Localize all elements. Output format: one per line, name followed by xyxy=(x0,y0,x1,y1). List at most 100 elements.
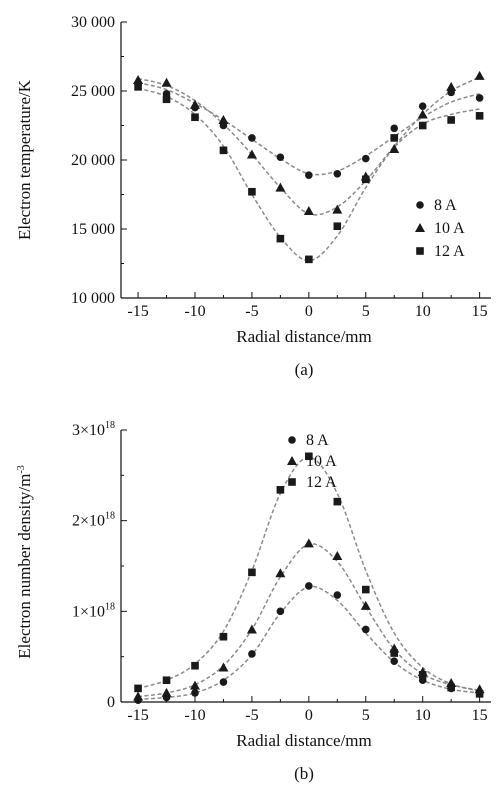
fit-curve-8a xyxy=(138,585,480,701)
x-tick-label: -5 xyxy=(245,707,258,724)
data-point-12a xyxy=(134,684,142,693)
data-point-8a xyxy=(191,689,199,697)
legend-marker-8a xyxy=(288,436,296,444)
data-point-12a xyxy=(162,95,171,104)
data-point-10a xyxy=(303,206,314,216)
legend-label-8a: 8 A xyxy=(306,432,329,449)
legend-marker-8a xyxy=(416,201,424,209)
legend-label-10a: 10 A xyxy=(306,453,337,470)
panel-a-caption: (a) xyxy=(295,360,314,379)
data-point-10a xyxy=(133,74,144,84)
data-point-10a xyxy=(275,568,286,578)
data-point-10a xyxy=(332,551,343,561)
y-tick-label: 25 000 xyxy=(71,83,115,100)
data-point-10a xyxy=(190,99,200,109)
y-tick-label: 3×1018 xyxy=(72,420,115,439)
data-point-8a xyxy=(418,102,427,110)
y-tick-label: 1×1018 xyxy=(72,601,115,620)
data-point-10a xyxy=(303,538,314,548)
legend-marker-12a xyxy=(288,478,296,486)
data-point-10a xyxy=(161,77,172,87)
data-point-12a xyxy=(191,661,199,670)
data-point-12a xyxy=(276,234,285,243)
data-point-8a xyxy=(361,154,370,163)
data-point-12a xyxy=(134,83,142,91)
x-tick-label: 15 xyxy=(472,707,488,724)
x-tick-label: 0 xyxy=(305,707,313,724)
data-point-10a xyxy=(417,109,428,119)
legend-marker-12a xyxy=(416,247,424,255)
data-point-10a xyxy=(218,114,229,124)
data-point-12a xyxy=(162,676,171,685)
data-point-10a xyxy=(275,182,286,192)
panel-b-fit-curves xyxy=(137,456,480,701)
panel-a-temperature-chart: -15 -10 -5 0 5 10 15 10 000 15 000 20 000 25 000 30… xyxy=(15,14,491,379)
x-tick-label: -15 xyxy=(127,707,148,724)
panel-b-y-axis-label: Electron number density/m-3 xyxy=(15,465,34,658)
x-tick-label: 0 xyxy=(305,303,313,320)
data-point-12a xyxy=(333,497,342,506)
data-point-8a xyxy=(361,625,370,634)
data-point-10a xyxy=(190,680,200,690)
panel-a-axes: -15 -10 -5 0 5 10 15 10 000 15 000 20 000 25 000 30… xyxy=(71,14,491,320)
legend-marker-10a xyxy=(415,223,425,232)
data-point-12a xyxy=(475,690,484,698)
data-point-12a xyxy=(191,113,199,122)
data-point-8a xyxy=(305,582,313,590)
y-tick-label: 2×1018 xyxy=(72,511,115,530)
legend-label-12a: 12 A xyxy=(434,243,465,260)
legend-marker-10a xyxy=(287,456,297,465)
data-point-10a xyxy=(446,81,457,91)
data-point-8a xyxy=(305,171,313,179)
fit-curve-10a xyxy=(137,543,480,698)
panel-b-axes: -15 -10 -5 0 5 10 15 0 1×1018 2×1018 3×1018 xyxy=(72,420,491,724)
data-point-12a xyxy=(361,585,370,594)
data-point-10a xyxy=(332,204,343,214)
y-tick-label: 0 xyxy=(107,694,115,711)
data-point-10a xyxy=(360,600,371,610)
legend-label-12a: 12 A xyxy=(306,474,337,491)
fit-curve-10a xyxy=(137,76,480,216)
x-tick-label: -15 xyxy=(127,303,148,320)
x-tick-label: 10 xyxy=(415,303,431,320)
panel-b-x-axis-label: Radial distance/mm xyxy=(236,731,372,750)
data-point-10a xyxy=(246,624,257,634)
data-point-12a xyxy=(390,134,399,142)
data-point-12a xyxy=(305,255,313,264)
data-point-8a xyxy=(276,607,285,616)
data-point-8a xyxy=(248,134,256,142)
data-point-8a xyxy=(276,153,285,162)
data-point-12a xyxy=(475,112,484,120)
panel-a-x-axis-label: Radial distance/mm xyxy=(236,327,372,346)
data-point-8a xyxy=(390,124,399,133)
data-point-12a xyxy=(248,568,256,577)
data-point-8a xyxy=(333,591,342,599)
data-point-12a xyxy=(248,187,256,196)
data-point-12a xyxy=(390,649,399,657)
data-point-12a xyxy=(361,175,370,184)
data-point-12a xyxy=(219,146,228,155)
data-point-10a xyxy=(161,687,172,697)
panel-a-y-axis-label: Electron temperature/K xyxy=(15,79,34,240)
panel-b-caption: (b) xyxy=(294,764,314,783)
panel-a-legend: 8 A 10 A 12 A xyxy=(415,197,465,260)
data-point-8a xyxy=(475,94,484,102)
y-tick-label: 10 000 xyxy=(71,290,115,307)
y-tick-label: 20 000 xyxy=(71,152,115,169)
panel-b-legend: 8 A 10 A 12 A xyxy=(287,432,337,491)
data-point-8a xyxy=(333,170,342,178)
data-point-12a xyxy=(447,116,455,124)
data-point-12a xyxy=(333,222,342,231)
x-tick-label: 10 xyxy=(415,707,431,724)
data-point-12a xyxy=(305,452,313,461)
data-point-10a xyxy=(246,149,257,159)
y-tick-label: 15 000 xyxy=(71,221,115,238)
data-point-8a xyxy=(248,650,256,658)
data-point-12a xyxy=(219,632,228,641)
data-point-12a xyxy=(276,486,285,494)
legend-label-10a: 10 A xyxy=(434,220,465,237)
x-tick-label: 5 xyxy=(362,707,370,724)
data-point-10a xyxy=(389,143,400,153)
panel-a-markers xyxy=(133,70,485,264)
